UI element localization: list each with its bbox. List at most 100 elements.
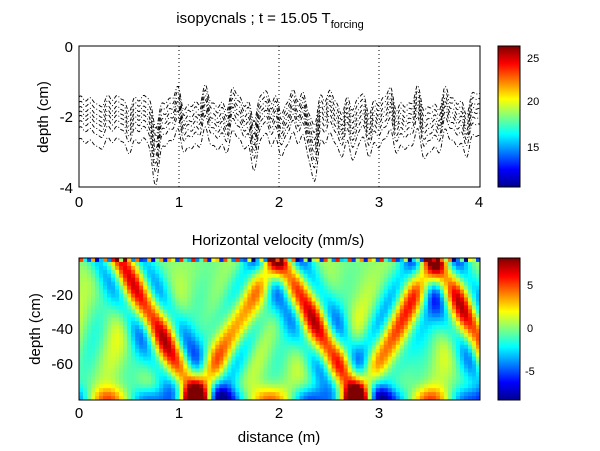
heatmap-cell: [335, 329, 341, 334]
heatmap-cell: [239, 388, 245, 393]
heatmap-cell: [183, 368, 188, 373]
isopycnal-line: [78, 94, 481, 144]
heatmap-cell: [283, 269, 289, 275]
heatmap-cell: [447, 388, 453, 393]
heatmap-cell: [99, 352, 104, 358]
heatmap-cell: [471, 384, 477, 389]
heatmap-cell: [207, 297, 212, 302]
heatmap-cell: [395, 285, 401, 291]
heatmap-cell: [359, 325, 365, 330]
heatmap-cell: [435, 388, 441, 393]
heatmap-cell: [207, 273, 212, 279]
heatmap-cell: [291, 364, 297, 370]
heatmap-cell: [451, 356, 457, 362]
heatmap-cell: [135, 364, 140, 370]
heatmap-cell: [179, 289, 184, 295]
heatmap-cell: [419, 344, 425, 350]
heatmap-cell: [207, 340, 212, 346]
heatmap-cell: [355, 273, 361, 279]
heatmap-cell: [215, 265, 220, 271]
heatmap-cell: [235, 293, 240, 299]
heatmap-cell: [211, 277, 216, 283]
heatmap-cell: [439, 396, 445, 400]
heatmap-cell: [399, 297, 405, 302]
heatmap-cell: [347, 281, 353, 287]
heatmap-cell: [187, 356, 192, 362]
heatmap-cell: [471, 388, 477, 393]
heatmap-cell: [423, 305, 429, 310]
heatmap-cell: [107, 305, 112, 310]
heatmap-cell: [379, 360, 385, 366]
heatmap-cell: [231, 340, 236, 346]
heatmap-cell: [347, 261, 353, 267]
heatmap-cell: [107, 297, 112, 302]
heatmap-cell: [303, 376, 309, 381]
heatmap-cell: [439, 388, 445, 393]
heatmap-cell: [415, 321, 421, 326]
heatmap-cell: [195, 325, 200, 330]
heatmap-cell: [311, 384, 317, 389]
heatmap-cell: [175, 396, 180, 400]
heatmap-cell: [91, 340, 96, 346]
heatmap-cell: [119, 360, 124, 366]
heatmap-cell: [207, 321, 212, 326]
heatmap-cell: [191, 321, 196, 326]
heatmap-cell: [335, 289, 341, 295]
heatmap-cell: [171, 325, 176, 330]
heatmap-cell: [307, 332, 313, 338]
heatmap-cell: [251, 329, 257, 334]
heatmap-cell: [103, 289, 108, 295]
heatmap-cell: [463, 352, 469, 358]
heatmap-cell: [199, 321, 204, 326]
heatmap-cell: [443, 297, 449, 302]
heatmap-cell: [199, 297, 204, 302]
heatmap-cell: [443, 285, 449, 291]
heatmap-cell: [411, 313, 417, 318]
heatmap-cell: [399, 348, 405, 354]
heatmap-cell: [375, 293, 381, 299]
heatmap-cell: [119, 313, 124, 318]
heatmap-cell: [227, 281, 232, 287]
heatmap-cell: [107, 317, 112, 322]
heatmap-cell: [363, 289, 369, 295]
heatmap-cell: [431, 352, 437, 358]
heatmap-cell: [283, 277, 289, 283]
heatmap-cell: [395, 273, 401, 279]
heatmap-cell: [387, 273, 393, 279]
heatmap-cell: [443, 313, 449, 318]
heatmap-cell: [143, 392, 148, 397]
heatmap-cell: [363, 285, 369, 291]
heatmap-cell: [403, 376, 409, 381]
heatmap-cell: [111, 317, 116, 322]
heatmap-cell: [83, 356, 88, 362]
heatmap-cell: [179, 301, 184, 306]
heatmap-cell: [243, 352, 249, 358]
heatmap-cell: [223, 313, 228, 318]
heatmap-cell: [287, 309, 293, 314]
heatmap-cell: [475, 384, 480, 389]
heatmap-cell: [107, 273, 112, 279]
heatmap-cell: [443, 301, 449, 306]
heatmap-cell: [399, 380, 405, 385]
heatmap-cell: [243, 313, 249, 318]
heatmap-cell: [107, 392, 112, 397]
heatmap-cell: [267, 301, 273, 306]
heatmap-cell: [235, 368, 240, 373]
heatmap-cell: [471, 277, 477, 283]
heatmap-cell: [307, 344, 313, 350]
heatmap-cell: [287, 336, 293, 342]
heatmap-cell: [447, 368, 453, 373]
heatmap-cell: [147, 273, 152, 279]
heatmap-cell: [243, 297, 249, 302]
heatmap-cell: [435, 332, 441, 338]
heatmap-cell: [167, 258, 172, 263]
heatmap-cell: [163, 364, 168, 370]
heatmap-cell: [131, 329, 136, 334]
heatmap-cell: [183, 336, 188, 342]
heatmap-cell: [443, 360, 449, 366]
heatmap-cell: [475, 364, 480, 370]
heatmap-cell: [123, 265, 128, 271]
heatmap-cell: [291, 392, 297, 397]
heatmap-cell: [227, 305, 232, 310]
heatmap-cell: [83, 309, 88, 314]
